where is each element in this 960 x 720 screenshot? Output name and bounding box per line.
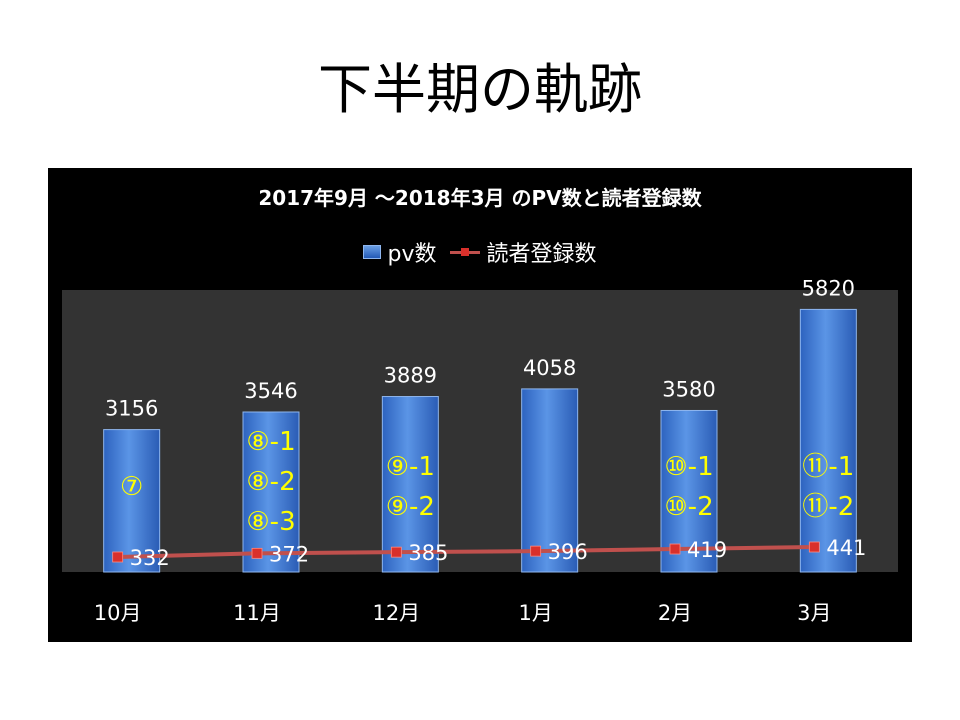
readers-value-label-2: 385 bbox=[408, 541, 448, 565]
legend-item-pv: pv数 bbox=[363, 236, 436, 268]
annotation-1-2: ⑧-3 bbox=[246, 507, 295, 537]
legend-label-pv: pv数 bbox=[387, 242, 437, 267]
plot-area bbox=[62, 290, 898, 572]
bar-value-label-0: 3156 bbox=[105, 397, 158, 421]
legend-label-readers: 読者登録数 bbox=[486, 242, 597, 267]
bar-5 bbox=[799, 308, 857, 573]
legend-bar-swatch bbox=[363, 245, 382, 259]
readers-value-label-0: 332 bbox=[130, 546, 170, 570]
bar-2 bbox=[381, 396, 439, 573]
readers-marker-0 bbox=[112, 551, 124, 563]
category-label-0: 10月 bbox=[94, 601, 142, 625]
readers-marker-2 bbox=[390, 546, 402, 558]
readers-marker-4 bbox=[669, 543, 681, 555]
bar-value-label-1: 3546 bbox=[244, 379, 297, 403]
category-label-3: 1月 bbox=[518, 601, 552, 625]
chart-legend: pv数 読者登録数 bbox=[48, 236, 912, 268]
bar-value-label-3: 4058 bbox=[523, 356, 576, 380]
chart-plot: 3156 3546 3889 4058 3580 5820 332 372 385 396 419 4… bbox=[62, 276, 898, 625]
readers-marker-1 bbox=[251, 547, 263, 559]
bar-0 bbox=[103, 429, 161, 573]
bar-1 bbox=[242, 411, 300, 573]
annotation-4-1: ⑩-2 bbox=[664, 492, 713, 522]
readers-marker-3 bbox=[530, 545, 542, 557]
readers-value-label-1: 372 bbox=[269, 542, 309, 566]
bar-3 bbox=[521, 388, 579, 573]
bar-value-label-5: 5820 bbox=[802, 276, 855, 300]
readers-value-label-4: 419 bbox=[687, 538, 727, 562]
readers-marker-5 bbox=[808, 541, 820, 553]
chart-title: 2017年9月 ～2018年3月 のPV数と読者登録数 bbox=[258, 186, 702, 210]
category-label-4: 2月 bbox=[658, 601, 692, 625]
annotation-4-0: ⑩-1 bbox=[664, 452, 713, 482]
annotation-5-1: ⑪-2 bbox=[802, 492, 854, 522]
category-label-5: 3月 bbox=[797, 601, 831, 625]
category-label-2: 12月 bbox=[372, 601, 420, 625]
legend-item-readers: 読者登録数 bbox=[450, 236, 597, 268]
annotation-0-0: ⑦ bbox=[120, 472, 143, 502]
annotation-1-0: ⑧-1 bbox=[246, 427, 295, 457]
slide-title: 下半期の軌跡 bbox=[318, 58, 642, 121]
readers-value-label-3: 396 bbox=[548, 540, 588, 564]
legend-line-swatch bbox=[450, 246, 481, 258]
readers-value-label-5: 441 bbox=[826, 536, 866, 560]
annotation-5-0: ⑪-1 bbox=[802, 452, 854, 482]
category-label-1: 11月 bbox=[233, 601, 281, 625]
bar-value-label-4: 3580 bbox=[662, 377, 715, 401]
readers-line bbox=[117, 545, 815, 559]
annotation-2-1: ⑨-2 bbox=[386, 492, 435, 522]
annotation-2-0: ⑨-1 bbox=[386, 452, 435, 482]
bar-value-label-2: 3889 bbox=[384, 364, 437, 388]
chart: 3156 3546 3889 4058 3580 5820 332 372 385 396 419 4… bbox=[48, 168, 912, 642]
annotation-1-1: ⑧-2 bbox=[246, 467, 295, 497]
